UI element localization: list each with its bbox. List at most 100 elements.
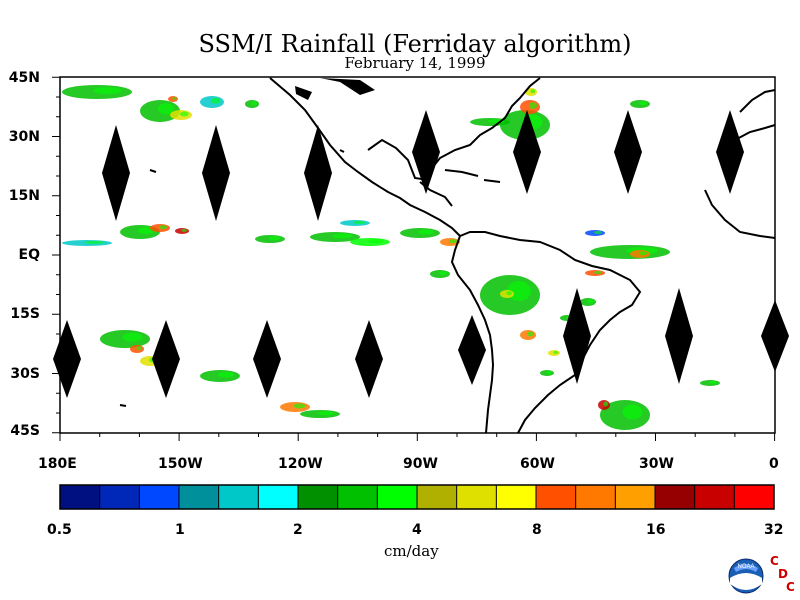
colorbar-label-8: 8 [532,522,542,538]
rain-patch-core [530,89,536,94]
rain-patch-core [594,230,602,234]
colorbar-swatch [575,485,616,509]
rain-patch-core [318,411,334,416]
lon-label-180e: 180E [38,456,77,472]
colorbar-swatch [536,485,577,509]
arctic-island [295,86,312,100]
orbit-gap-diamond [716,110,744,194]
logo-letter-d: D [778,567,788,581]
lat-label-15n: 15N [8,188,40,204]
rain-patch-core [179,111,189,117]
lat-label-30n: 30N [8,129,40,145]
colorbar-swatch [218,485,259,509]
colorbar-label-0.5: 0.5 [47,522,72,538]
orbit-gap-diamond [253,320,281,398]
orbit-gap-diamond [304,125,332,221]
lat-label-45s: 45S [10,423,40,439]
rain-patch-core [639,101,647,106]
colorbar-swatch [337,485,378,509]
colorbar-swatch [377,485,418,509]
rain-patch-core [594,270,602,274]
colorbar-swatch [496,485,537,509]
coastline [444,169,479,177]
orbit-gap-diamond [412,110,440,194]
colorbar-swatch [258,485,299,509]
colorbar-label-32: 32 [764,522,784,538]
colorbar-units: cm/day [384,542,439,560]
arctic-landmass [320,78,375,95]
rain-patch-core [639,251,647,256]
rain-patch-core [136,346,142,351]
colorbar-swatch [655,485,696,509]
colorbar-swatch [615,485,656,509]
orbit-gap-diamond [202,125,230,221]
rain-patch-core [527,331,534,337]
rain-patch-core [546,370,552,374]
orbit-gap-diamond [665,288,693,384]
coastline [269,77,461,237]
lat-label-30s: 30S [10,366,40,382]
orbit-gap-diamond [53,320,81,398]
colorbar-swatch [99,485,140,509]
lon-label-90w: 90W [403,456,438,472]
lon-label-120w: 120W [278,456,323,472]
orbit-gap-diamonds [53,110,789,398]
lon-label-30w: 30W [639,456,674,472]
rain-patch-core [138,227,154,235]
rain-patch-core [368,239,384,244]
lat-label-15s: 15S [10,306,40,322]
colorbar-swatch [179,485,220,509]
rain-patch-core [449,239,457,244]
colorbar-swatch [139,485,180,509]
rain-patch-core [210,97,221,104]
coastlines [119,77,776,434]
rain-patch-core [439,271,447,276]
noaa-emblem-icon: NOAA [728,558,764,594]
logo-noaa-text: NOAA [737,564,754,570]
rain-patch-core [603,401,609,407]
colorbar-label-16: 16 [646,522,666,538]
colorbar-label-4: 4 [412,522,422,538]
rain-patch-core [158,103,174,115]
rain-patch-core [268,236,281,241]
orbit-gap-diamond [563,288,591,384]
rain-patch-core [84,240,105,244]
colorbar-swatch [417,485,458,509]
noaa-cdc-logo: NOAA C D C [728,554,798,596]
colorbar-swatch [298,485,339,509]
colorbar-swatch [60,485,101,509]
map-title: SSM/I Rainfall (Ferriday algorithm) [198,30,632,58]
rain-patch-core [353,220,366,224]
lat-label-eq: EQ [18,247,40,263]
coastline [450,235,495,434]
coastline [367,77,541,182]
rain-patch-core [159,225,167,230]
lon-label-0: 0 [769,456,779,472]
orbit-gap-diamond [761,300,789,372]
orbit-gap-diamond [513,110,541,194]
logo-letter-c1: C [770,554,779,568]
rain-patch-core [587,299,594,304]
orbit-gap-diamond [458,315,486,385]
map-date: February 14, 1999 [344,54,486,72]
rain-patch-core [172,96,177,100]
coastline [459,231,642,434]
rain-patch-core [622,404,643,420]
rain-patch-core [529,102,537,110]
colorbar-swatch [694,485,735,509]
rain-patch-core [553,350,559,354]
colorbar [59,484,775,510]
orbit-gap-diamond [614,110,642,194]
lat-label-45n: 45N [8,70,40,86]
rain-patch-core [418,229,434,235]
coastline [704,189,776,239]
coastline [339,149,345,153]
rain-patch-core [332,233,353,239]
orbit-gap-diamond [102,125,130,221]
coastline [483,179,501,183]
colorbar-label-2: 2 [293,522,303,538]
rain-patch-core [506,291,512,296]
lon-label-150w: 150W [158,456,203,472]
